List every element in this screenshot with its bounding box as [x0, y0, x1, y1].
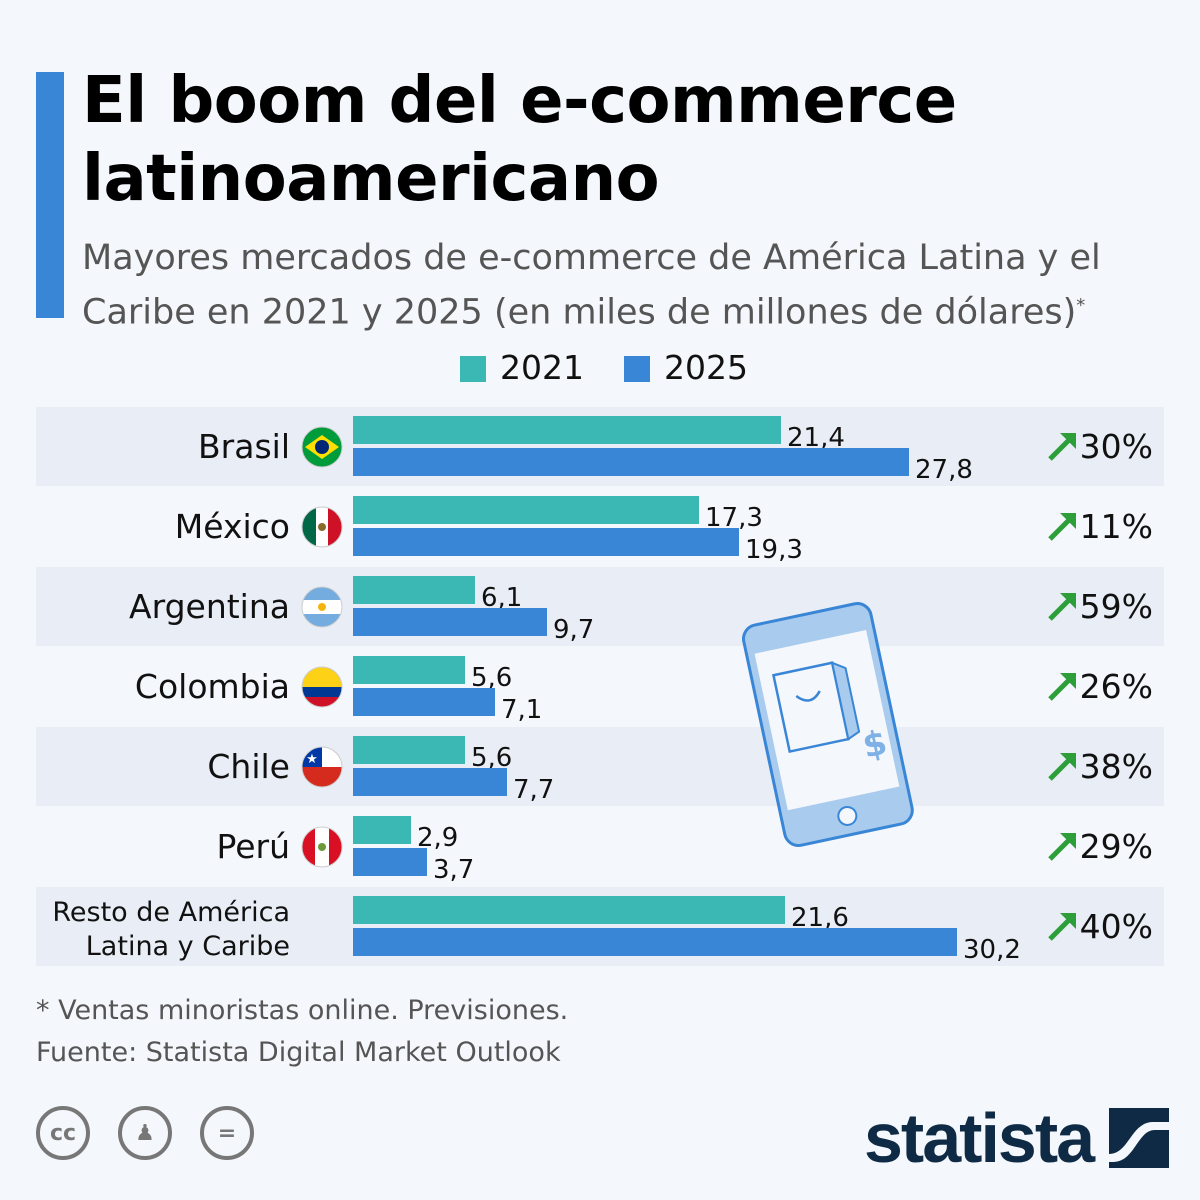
license-icons: cc ♟ =	[36, 1106, 254, 1160]
growth-label: 30%	[1080, 427, 1153, 466]
growth-label: 29%	[1080, 827, 1153, 866]
bar-2025	[353, 768, 507, 796]
category-label: Chile	[207, 747, 290, 786]
bar-2021	[353, 656, 465, 684]
arrow-up-right-icon	[1048, 513, 1076, 541]
legend-item-2025: 2025	[623, 348, 748, 387]
bar-2025	[353, 688, 495, 716]
value-label-2025: 27,8	[915, 455, 973, 485]
row-5: Perú 2,93,729%	[216, 816, 1153, 885]
arrow-up-right-icon	[1048, 913, 1076, 941]
value-label-2025: 7,1	[501, 695, 542, 725]
peru-flag-icon	[302, 827, 342, 867]
category-label: Resto de América Latina y Caribe	[52, 897, 290, 962]
row-background	[36, 727, 1164, 806]
title-accent-bar	[36, 72, 64, 318]
arrow-up-right-icon	[1048, 753, 1076, 781]
cc-icon[interactable]: cc	[36, 1106, 90, 1160]
statista-logo[interactable]: statista	[864, 1098, 1170, 1178]
arrow-up-right-icon	[1048, 673, 1076, 701]
footnote: * Ventas minoristas online. Previsiones.	[36, 995, 569, 1026]
bar-2021	[353, 816, 411, 844]
arrow-up-right-icon	[1048, 833, 1076, 861]
argentina-flag-icon	[302, 587, 342, 627]
subtitle: Mayores mercados de e-commerce de Améric…	[82, 238, 1101, 333]
legend: 2021 2025	[460, 348, 748, 387]
no-derivatives-icon[interactable]: =	[200, 1106, 254, 1160]
bar-2021	[353, 736, 465, 764]
value-label-2025: 3,7	[433, 855, 474, 885]
row-background	[36, 567, 1164, 646]
row-1: México 17,319,311%	[175, 496, 1153, 565]
colombia-flag-icon	[302, 667, 342, 707]
row-2: Argentina 6,19,759%	[36, 567, 1164, 646]
value-label-2025: 7,7	[513, 775, 554, 805]
row-4: Chile ★ 5,67,738%	[36, 727, 1164, 806]
brazil-flag-icon	[302, 427, 342, 467]
bar-2021	[353, 896, 785, 924]
value-label-2025: 19,3	[745, 535, 803, 565]
arrow-up-right-icon	[1048, 593, 1076, 621]
row-0: Brasil 21,427,830%	[36, 407, 1164, 486]
value-label-2025: 9,7	[553, 615, 594, 645]
bar-2021	[353, 576, 475, 604]
bar-2025	[353, 608, 547, 636]
phone-illustration-icon: $	[742, 602, 914, 847]
growth-label: 38%	[1080, 747, 1153, 786]
category-label: Perú	[216, 827, 290, 866]
category-label: Argentina	[129, 587, 290, 626]
row-6: Resto de América Latina y Caribe21,630,24…	[36, 887, 1164, 966]
legend-item-2021: 2021	[460, 348, 584, 387]
bar-2025	[353, 848, 427, 876]
growth-label: 40%	[1080, 907, 1153, 946]
svg-text:★: ★	[306, 752, 318, 767]
row-3: Colombia 5,67,126%	[135, 656, 1153, 725]
bar-chart: Brasil 21,427,830%México 17,319,311%Argent…	[36, 407, 1164, 966]
attribution-icon[interactable]: ♟	[118, 1106, 172, 1160]
bar-2025	[353, 448, 909, 476]
bar-2025	[353, 928, 957, 956]
growth-label: 59%	[1080, 587, 1153, 626]
bar-2025	[353, 528, 739, 556]
arrow-up-right-icon	[1048, 433, 1076, 461]
notes: * Ventas minoristas online. Previsiones.…	[36, 990, 568, 1074]
growth-label: 26%	[1080, 667, 1153, 706]
mexico-flag-icon	[302, 507, 342, 547]
page-title: El boom del e-commerce latinoamericano	[82, 64, 957, 216]
bar-2021	[353, 496, 699, 524]
category-label: México	[175, 507, 290, 546]
value-label-2025: 30,2	[963, 935, 1021, 965]
bar-2021	[353, 416, 781, 444]
statista-logo-icon	[1109, 1108, 1170, 1168]
logo-text: statista	[864, 1099, 1095, 1177]
source: Fuente: Statista Digital Market Outlook	[36, 1037, 561, 1068]
category-label: Colombia	[135, 667, 290, 706]
growth-label: 11%	[1080, 507, 1153, 546]
category-label: Brasil	[198, 427, 290, 466]
